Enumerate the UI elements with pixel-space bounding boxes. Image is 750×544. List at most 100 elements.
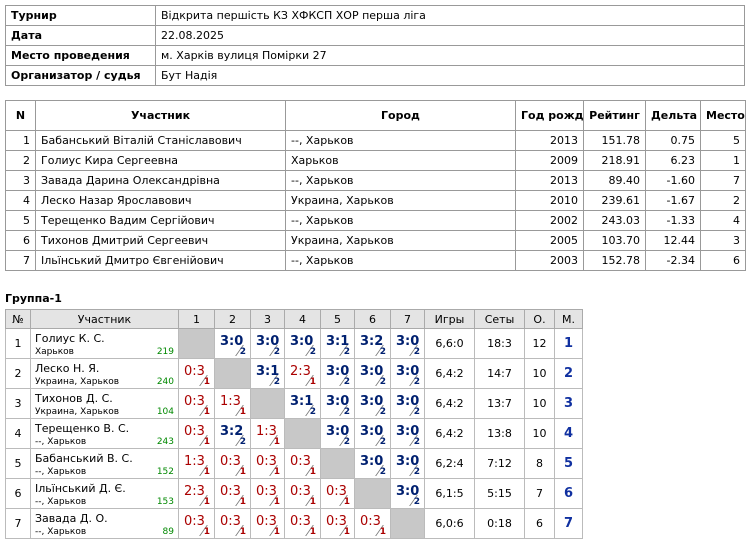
player-city: --, Харьков <box>35 527 87 537</box>
game-score: 0:3 <box>290 484 311 499</box>
game-points: 1 <box>379 527 386 537</box>
game-points: 1 <box>309 497 316 507</box>
place: 6 <box>554 478 583 509</box>
game-cell: 0:3 1 <box>214 508 251 539</box>
game-score: 3:0 <box>396 424 420 439</box>
game-score: 0:3 <box>184 394 205 409</box>
game-score: 3:0 <box>360 364 384 379</box>
game-points: 1 <box>309 377 316 387</box>
game-points: 1 <box>343 527 350 537</box>
row-number: 5 <box>5 448 31 479</box>
game-points: 1 <box>309 527 316 537</box>
place: 2 <box>554 358 583 389</box>
game-cell: 0:3 1 <box>178 388 215 419</box>
game-score: 1:3 <box>256 424 277 439</box>
game-score: 3:0 <box>396 334 420 349</box>
group-row: 2 Леско Н. Я. Украина, Харьков 240 0:3 1 3:1 2 2… <box>5 358 583 389</box>
game-points: 1 <box>239 527 246 537</box>
game-points: 2 <box>239 347 246 357</box>
header-row: N Участник Город Год рожд. Рейтинг Дельта Мест… <box>5 100 746 131</box>
participant-cell: 152.78 <box>583 250 646 271</box>
game-points: 2 <box>413 467 420 477</box>
info-value: Бут Надія <box>155 65 745 86</box>
game-score: 0:3 <box>220 514 241 529</box>
game-score: 3:0 <box>360 454 384 469</box>
place: 1 <box>554 328 583 359</box>
game-score: 0:3 <box>184 514 205 529</box>
game-score: 0:3 <box>290 514 311 529</box>
sets: 13:8 <box>474 418 525 449</box>
player-rating: 219 <box>156 347 174 357</box>
game-cell: 3:0 2 <box>354 358 391 389</box>
points: 10 <box>524 418 555 449</box>
participant-cell: 3 <box>700 230 746 251</box>
diagonal-cell <box>320 448 355 479</box>
game-points: 2 <box>413 437 420 447</box>
diagonal-cell <box>284 418 321 449</box>
diagonal-cell <box>250 388 285 419</box>
row-number: 4 <box>5 418 31 449</box>
player-cell: Тихонов Д. С. Украина, Харьков 104 <box>30 388 179 419</box>
group-column-header: 2 <box>214 309 251 329</box>
participant-cell: 218.91 <box>583 150 646 171</box>
game-score: 0:3 <box>326 484 347 499</box>
participant-cell: 0.75 <box>645 130 701 151</box>
group-column-header: 5 <box>320 309 355 329</box>
participant-row: 7 Ільїнський Дмитро Євгенійович --, Харько… <box>5 250 746 271</box>
info-row: Турнир Відкрита першість КЗ ХФКСП ХОР пер… <box>5 5 745 26</box>
game-cell: 0:3 1 <box>320 508 355 539</box>
game-cell: 3:0 2 <box>320 418 355 449</box>
participant-cell: 2003 <box>515 250 584 271</box>
game-points: 1 <box>239 407 246 417</box>
game-cell: 3:0 2 <box>250 328 285 359</box>
participant-cell: --, Харьков <box>285 130 516 151</box>
game-score: 3:0 <box>396 394 420 409</box>
column-header: N <box>5 100 36 131</box>
group-column-header: 1 <box>178 309 215 329</box>
game-score: 0:3 <box>220 454 241 469</box>
game-cell: 3:2 2 <box>214 418 251 449</box>
group-column-header: О. <box>524 309 555 329</box>
sets: 13:7 <box>474 388 525 419</box>
game-cell: 3:0 2 <box>284 328 321 359</box>
game-cell: 3:0 2 <box>214 328 251 359</box>
group-row: 6 Ільїнський Д. Є. --, Харьков 153 2:3 1 0:3 1 0… <box>5 478 583 509</box>
group-column-header: № <box>5 309 31 329</box>
row-number: 3 <box>5 388 31 419</box>
player-cell: Леско Н. Я. Украина, Харьков 240 <box>30 358 179 389</box>
column-header: Участник <box>35 100 286 131</box>
player-name: Ільїнський Д. Є. <box>35 482 126 495</box>
game-cell: 3:0 2 <box>390 448 425 479</box>
info-row: Место проведения м. Харків вулиця Помірки… <box>5 45 745 66</box>
player-city: Украина, Харьков <box>35 407 120 417</box>
participant-cell: 2005 <box>515 230 584 251</box>
game-score: 3:0 <box>220 334 244 349</box>
column-header: Год рожд. <box>515 100 584 131</box>
player-city: --, Харьков <box>35 437 87 447</box>
game-score: 3:0 <box>396 364 420 379</box>
group-column-header: Сеты <box>474 309 525 329</box>
game-points: 1 <box>273 527 280 537</box>
participant-cell: 1 <box>5 130 36 151</box>
game-score: 0:3 <box>184 424 205 439</box>
game-points: 2 <box>379 377 386 387</box>
group-title: Группа-1 <box>5 292 62 305</box>
game-cell: 3:0 2 <box>320 388 355 419</box>
game-points: 2 <box>379 347 386 357</box>
game-cell: 3:0 2 <box>390 328 425 359</box>
game-cell: 0:3 1 <box>214 448 251 479</box>
game-cell: 3:0 2 <box>354 418 391 449</box>
player-cell: Голиус К. С. Харьков 219 <box>30 328 179 359</box>
game-cell: 0:3 1 <box>320 478 355 509</box>
game-score: 0:3 <box>290 454 311 469</box>
points: 10 <box>524 388 555 419</box>
participant-cell: Завада Дарина Олександрівна <box>35 170 286 191</box>
group-column-header: 4 <box>284 309 321 329</box>
game-cell: 0:3 1 <box>250 478 285 509</box>
participant-cell: 243.03 <box>583 210 646 231</box>
participant-cell: 5 <box>5 210 36 231</box>
sets: 7:12 <box>474 448 525 479</box>
game-score: 3:0 <box>396 454 420 469</box>
player-name: Завада Д. О. <box>35 512 108 525</box>
participant-cell: 6.23 <box>645 150 701 171</box>
